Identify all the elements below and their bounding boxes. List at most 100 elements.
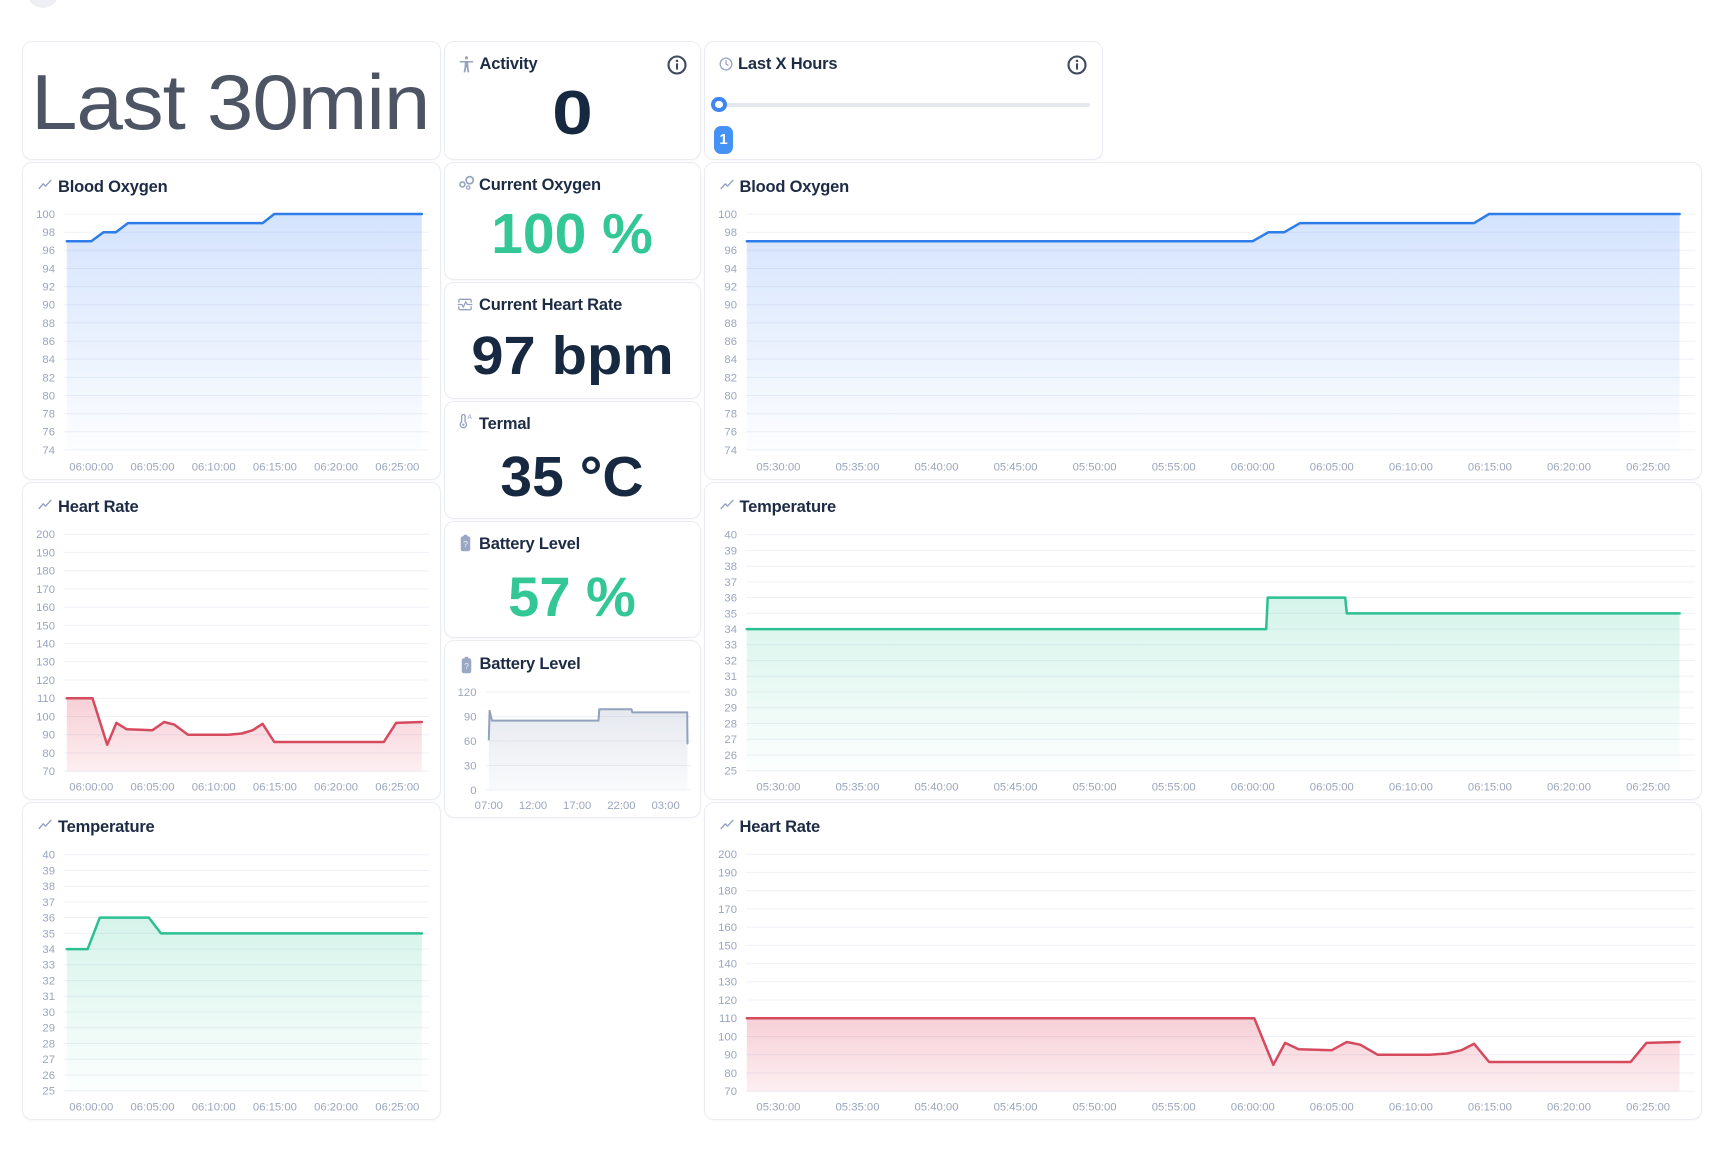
svg-text:130: 130 <box>718 977 737 989</box>
svg-text:26: 26 <box>42 1070 55 1082</box>
svg-text:74: 74 <box>724 445 737 457</box>
svg-text:96: 96 <box>724 245 737 257</box>
svg-text:33: 33 <box>724 640 737 652</box>
svg-text:06:05:00: 06:05:00 <box>131 782 175 794</box>
svg-text:90: 90 <box>42 730 55 742</box>
svg-text:37: 37 <box>42 897 55 909</box>
svg-text:90: 90 <box>724 1050 737 1062</box>
svg-text:06:15:00: 06:15:00 <box>253 1102 297 1114</box>
svg-text:06:10:00: 06:10:00 <box>192 1102 236 1114</box>
svg-text:84: 84 <box>42 354 55 366</box>
svg-text:06:20:00: 06:20:00 <box>1547 782 1591 794</box>
svg-text:92: 92 <box>42 282 55 294</box>
svg-text:0: 0 <box>470 785 476 797</box>
svg-text:06:10:00: 06:10:00 <box>192 462 236 474</box>
svg-text:06:15:00: 06:15:00 <box>1467 1102 1511 1114</box>
svg-text:05:40:00: 05:40:00 <box>914 1102 958 1114</box>
svg-text:32: 32 <box>724 656 737 668</box>
svg-text:06:00:00: 06:00:00 <box>69 462 113 474</box>
svg-text:39: 39 <box>42 865 55 877</box>
svg-text:06:00:00: 06:00:00 <box>1230 782 1274 794</box>
svg-text:82: 82 <box>42 372 55 384</box>
svg-text:05:35:00: 05:35:00 <box>835 462 879 474</box>
svg-text:06:15:00: 06:15:00 <box>253 462 297 474</box>
svg-text:37: 37 <box>724 577 737 589</box>
svg-text:200: 200 <box>718 849 737 861</box>
svg-text:36: 36 <box>724 593 737 605</box>
svg-text:140: 140 <box>718 959 737 971</box>
svg-text:31: 31 <box>42 991 55 1003</box>
svg-text:98: 98 <box>724 227 737 239</box>
svg-text:26: 26 <box>724 750 737 762</box>
svg-text:82: 82 <box>724 372 737 384</box>
svg-text:06:05:00: 06:05:00 <box>1309 1102 1353 1114</box>
svg-text:05:35:00: 05:35:00 <box>835 1102 879 1114</box>
svg-text:35: 35 <box>42 928 55 940</box>
svg-text:06:25:00: 06:25:00 <box>1626 1102 1670 1114</box>
svg-text:36: 36 <box>42 913 55 925</box>
svg-text:05:40:00: 05:40:00 <box>914 782 958 794</box>
svg-text:05:55:00: 05:55:00 <box>1151 462 1195 474</box>
svg-text:130: 130 <box>36 657 55 669</box>
svg-text:05:50:00: 05:50:00 <box>1072 462 1116 474</box>
svg-text:160: 160 <box>36 602 55 614</box>
svg-text:06:05:00: 06:05:00 <box>131 462 175 474</box>
svg-text:06:10:00: 06:10:00 <box>1388 782 1432 794</box>
svg-text:74: 74 <box>42 445 55 457</box>
svg-text:05:50:00: 05:50:00 <box>1072 782 1116 794</box>
svg-text:80: 80 <box>42 390 55 402</box>
svg-text:06:20:00: 06:20:00 <box>1547 462 1591 474</box>
svg-text:150: 150 <box>36 620 55 632</box>
svg-text:06:10:00: 06:10:00 <box>192 782 236 794</box>
svg-text:06:05:00: 06:05:00 <box>1309 782 1353 794</box>
svg-text:06:00:00: 06:00:00 <box>1230 1102 1274 1114</box>
svg-text:120: 120 <box>718 995 737 1007</box>
svg-text:A: A <box>467 414 472 421</box>
svg-text:06:10:00: 06:10:00 <box>1388 462 1432 474</box>
svg-text:05:45:00: 05:45:00 <box>993 1102 1037 1114</box>
svg-text:38: 38 <box>724 561 737 573</box>
svg-text:120: 120 <box>36 675 55 687</box>
svg-text:100: 100 <box>718 209 737 221</box>
svg-text:06:25:00: 06:25:00 <box>1626 782 1670 794</box>
svg-text:180: 180 <box>718 886 737 898</box>
svg-text:06:00:00: 06:00:00 <box>1230 462 1274 474</box>
svg-text:39: 39 <box>724 545 737 557</box>
svg-text:?: ? <box>464 661 469 671</box>
svg-text:06:00:00: 06:00:00 <box>69 1102 113 1114</box>
svg-text:96: 96 <box>42 245 55 257</box>
svg-text:98: 98 <box>42 227 55 239</box>
svg-text:05:30:00: 05:30:00 <box>756 462 800 474</box>
svg-text:110: 110 <box>718 1013 736 1025</box>
svg-text:150: 150 <box>718 940 737 952</box>
svg-text:29: 29 <box>42 1023 55 1035</box>
svg-text:170: 170 <box>36 584 55 596</box>
svg-text:17:00: 17:00 <box>563 800 591 812</box>
svg-text:94: 94 <box>42 263 55 275</box>
svg-text:86: 86 <box>724 336 737 348</box>
svg-text:100: 100 <box>36 711 55 723</box>
svg-text:76: 76 <box>724 427 737 439</box>
svg-text:07:00: 07:00 <box>474 800 502 812</box>
svg-text:140: 140 <box>36 639 55 651</box>
svg-text:06:20:00: 06:20:00 <box>314 462 358 474</box>
svg-text:100: 100 <box>718 1031 737 1043</box>
svg-text:05:30:00: 05:30:00 <box>756 782 800 794</box>
svg-text:05:55:00: 05:55:00 <box>1151 782 1195 794</box>
svg-text:190: 190 <box>36 547 55 559</box>
svg-text:88: 88 <box>42 318 55 330</box>
svg-text:70: 70 <box>724 1086 737 1098</box>
svg-text:27: 27 <box>724 734 737 746</box>
svg-text:12:00: 12:00 <box>518 800 546 812</box>
svg-text:31: 31 <box>724 671 737 683</box>
svg-text:34: 34 <box>724 624 737 636</box>
svg-text:94: 94 <box>724 263 737 275</box>
svg-text:30: 30 <box>724 687 737 699</box>
svg-text:92: 92 <box>724 282 737 294</box>
svg-text:40: 40 <box>42 850 55 862</box>
svg-text:05:45:00: 05:45:00 <box>993 782 1037 794</box>
svg-text:160: 160 <box>718 922 737 934</box>
svg-text:06:15:00: 06:15:00 <box>253 782 297 794</box>
svg-text:60: 60 <box>463 736 476 748</box>
svg-text:90: 90 <box>42 300 55 312</box>
